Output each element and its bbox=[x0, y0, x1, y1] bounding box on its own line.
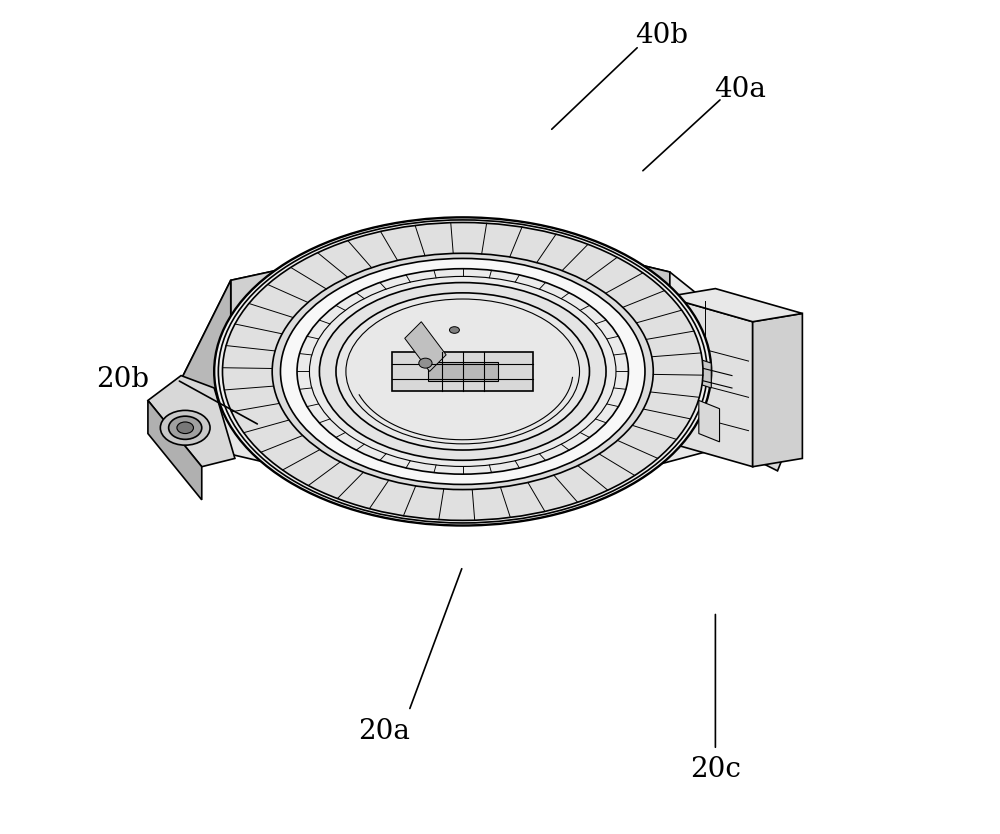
Polygon shape bbox=[479, 227, 670, 351]
Text: 20b: 20b bbox=[97, 366, 150, 393]
Polygon shape bbox=[392, 352, 533, 391]
Text: 40a: 40a bbox=[714, 76, 766, 103]
Ellipse shape bbox=[222, 223, 703, 520]
Text: 40b: 40b bbox=[635, 23, 688, 49]
Polygon shape bbox=[181, 227, 753, 512]
Ellipse shape bbox=[512, 244, 546, 267]
Polygon shape bbox=[463, 247, 521, 307]
Polygon shape bbox=[753, 314, 802, 467]
Polygon shape bbox=[372, 247, 430, 307]
Polygon shape bbox=[428, 362, 498, 381]
Ellipse shape bbox=[160, 410, 210, 445]
Ellipse shape bbox=[177, 422, 193, 434]
Ellipse shape bbox=[419, 358, 432, 368]
Ellipse shape bbox=[280, 259, 645, 485]
Polygon shape bbox=[363, 243, 438, 309]
Ellipse shape bbox=[336, 293, 589, 450]
Ellipse shape bbox=[214, 218, 711, 525]
Ellipse shape bbox=[272, 254, 653, 490]
Ellipse shape bbox=[449, 327, 459, 334]
Ellipse shape bbox=[754, 409, 777, 425]
Polygon shape bbox=[148, 375, 235, 467]
Polygon shape bbox=[181, 280, 231, 459]
Polygon shape bbox=[405, 322, 446, 371]
Ellipse shape bbox=[297, 269, 628, 475]
Text: 20c: 20c bbox=[690, 756, 741, 782]
Text: 20a: 20a bbox=[358, 718, 410, 746]
Ellipse shape bbox=[502, 237, 556, 274]
Polygon shape bbox=[454, 243, 529, 309]
Polygon shape bbox=[148, 400, 202, 500]
Ellipse shape bbox=[218, 220, 707, 523]
Polygon shape bbox=[666, 289, 802, 322]
Ellipse shape bbox=[521, 249, 537, 261]
Polygon shape bbox=[686, 354, 711, 388]
Polygon shape bbox=[666, 297, 753, 467]
Polygon shape bbox=[231, 227, 479, 359]
Ellipse shape bbox=[319, 283, 606, 460]
Ellipse shape bbox=[744, 402, 786, 432]
Polygon shape bbox=[699, 400, 720, 442]
Ellipse shape bbox=[169, 416, 202, 440]
Polygon shape bbox=[728, 339, 794, 471]
